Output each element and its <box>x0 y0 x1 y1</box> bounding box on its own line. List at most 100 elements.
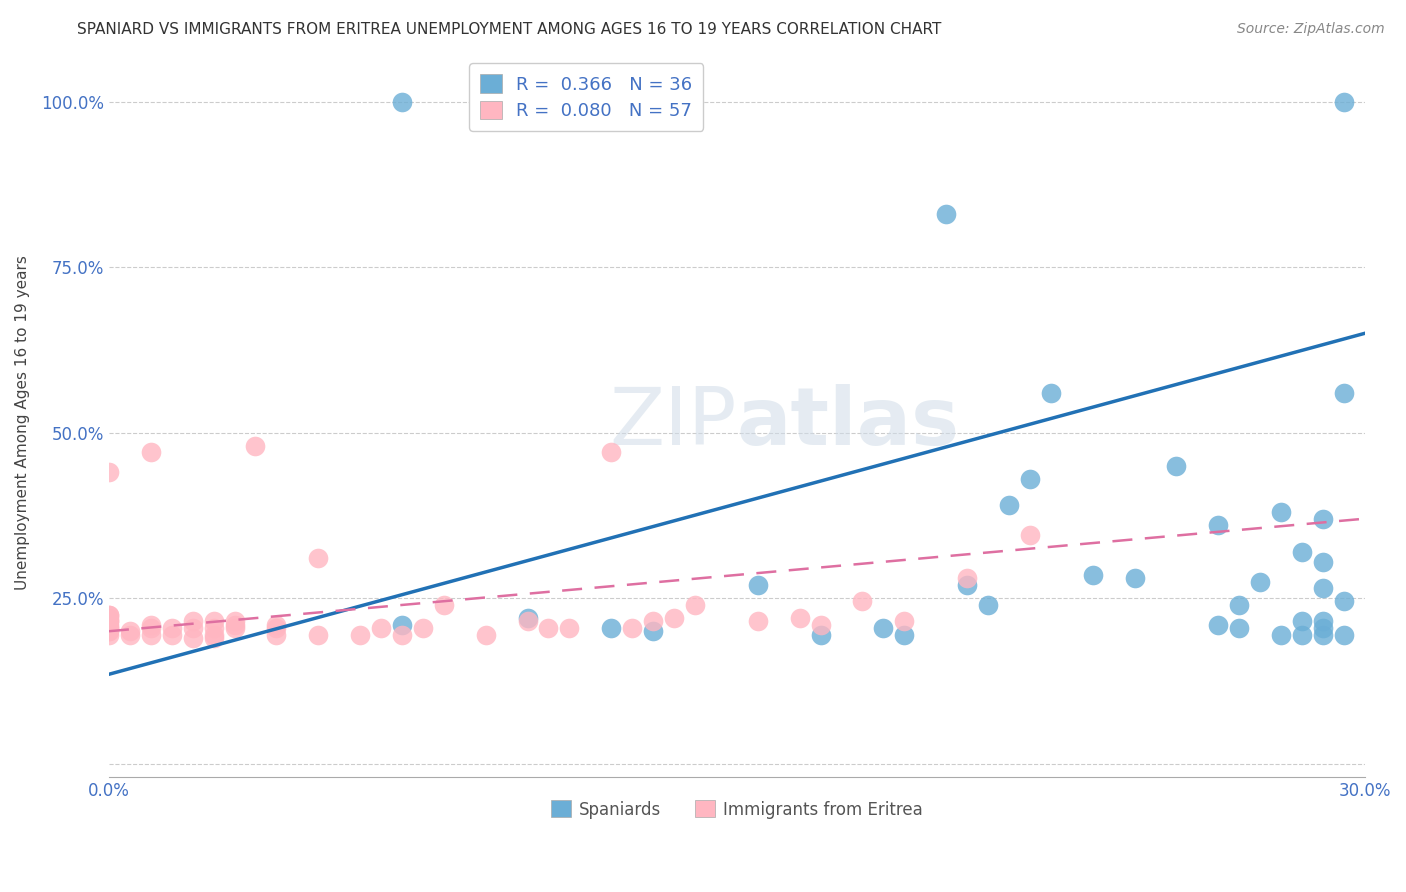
Point <box>412 621 434 635</box>
Point <box>1312 555 1334 569</box>
Point <box>1312 581 1334 595</box>
Point <box>683 598 706 612</box>
Point <box>139 445 162 459</box>
Point <box>202 621 225 635</box>
Text: atlas: atlas <box>737 384 960 462</box>
Point <box>98 617 121 632</box>
Point <box>662 611 685 625</box>
Point <box>98 621 121 635</box>
Point <box>224 617 246 632</box>
Point <box>851 594 873 608</box>
Point <box>202 615 225 629</box>
Point <box>266 621 288 635</box>
Point <box>98 624 121 639</box>
Point <box>977 598 1000 612</box>
Point <box>1227 621 1250 635</box>
Point <box>224 615 246 629</box>
Point <box>98 624 121 639</box>
Point <box>370 621 392 635</box>
Point <box>516 615 538 629</box>
Point <box>789 611 811 625</box>
Point <box>118 624 141 639</box>
Point <box>747 578 769 592</box>
Point <box>1333 594 1355 608</box>
Point <box>1312 627 1334 641</box>
Point <box>224 621 246 635</box>
Point <box>1018 472 1040 486</box>
Point <box>621 621 644 635</box>
Point <box>307 627 329 641</box>
Point <box>202 627 225 641</box>
Point <box>893 615 915 629</box>
Point <box>1291 615 1313 629</box>
Point <box>181 615 204 629</box>
Y-axis label: Unemployment Among Ages 16 to 19 years: Unemployment Among Ages 16 to 19 years <box>15 255 30 591</box>
Point <box>98 615 121 629</box>
Point <box>600 621 623 635</box>
Point <box>1249 574 1271 589</box>
Point <box>558 621 581 635</box>
Point <box>1166 458 1188 473</box>
Point <box>98 611 121 625</box>
Point <box>391 95 413 109</box>
Text: ZIP: ZIP <box>609 384 737 462</box>
Point <box>266 617 288 632</box>
Point <box>998 499 1021 513</box>
Point <box>747 615 769 629</box>
Point <box>245 439 267 453</box>
Point <box>537 621 560 635</box>
Point <box>1206 518 1229 533</box>
Point <box>872 621 894 635</box>
Point <box>98 607 121 622</box>
Point <box>160 627 183 641</box>
Point <box>1227 598 1250 612</box>
Point <box>1312 511 1334 525</box>
Point <box>956 571 979 585</box>
Point <box>956 578 979 592</box>
Point <box>139 627 162 641</box>
Text: SPANIARD VS IMMIGRANTS FROM ERITREA UNEMPLOYMENT AMONG AGES 16 TO 19 YEARS CORRE: SPANIARD VS IMMIGRANTS FROM ERITREA UNEM… <box>77 22 942 37</box>
Point <box>1206 617 1229 632</box>
Point <box>1270 505 1292 519</box>
Point <box>98 615 121 629</box>
Point <box>1270 627 1292 641</box>
Point <box>139 617 162 632</box>
Point <box>516 611 538 625</box>
Point <box>202 631 225 645</box>
Point <box>893 627 915 641</box>
Text: Source: ZipAtlas.com: Source: ZipAtlas.com <box>1237 22 1385 37</box>
Point <box>349 627 371 641</box>
Point <box>433 598 456 612</box>
Point <box>1333 95 1355 109</box>
Point <box>810 627 832 641</box>
Point <box>391 627 413 641</box>
Point <box>98 607 121 622</box>
Point <box>307 551 329 566</box>
Point <box>810 617 832 632</box>
Point <box>118 627 141 641</box>
Point <box>266 627 288 641</box>
Point <box>643 615 665 629</box>
Point <box>474 627 496 641</box>
Point <box>139 621 162 635</box>
Point <box>1081 568 1104 582</box>
Point <box>1291 545 1313 559</box>
Point <box>1291 627 1313 641</box>
Point <box>600 445 623 459</box>
Point <box>181 631 204 645</box>
Point <box>391 617 413 632</box>
Point <box>935 207 957 221</box>
Point <box>181 621 204 635</box>
Point <box>643 624 665 639</box>
Point <box>1123 571 1146 585</box>
Point <box>1039 385 1062 400</box>
Point <box>98 621 121 635</box>
Point <box>1333 385 1355 400</box>
Point <box>1312 615 1334 629</box>
Point <box>1018 528 1040 542</box>
Point <box>1333 627 1355 641</box>
Point <box>98 466 121 480</box>
Point <box>98 627 121 641</box>
Point <box>160 621 183 635</box>
Legend: Spaniards, Immigrants from Eritrea: Spaniards, Immigrants from Eritrea <box>544 794 929 825</box>
